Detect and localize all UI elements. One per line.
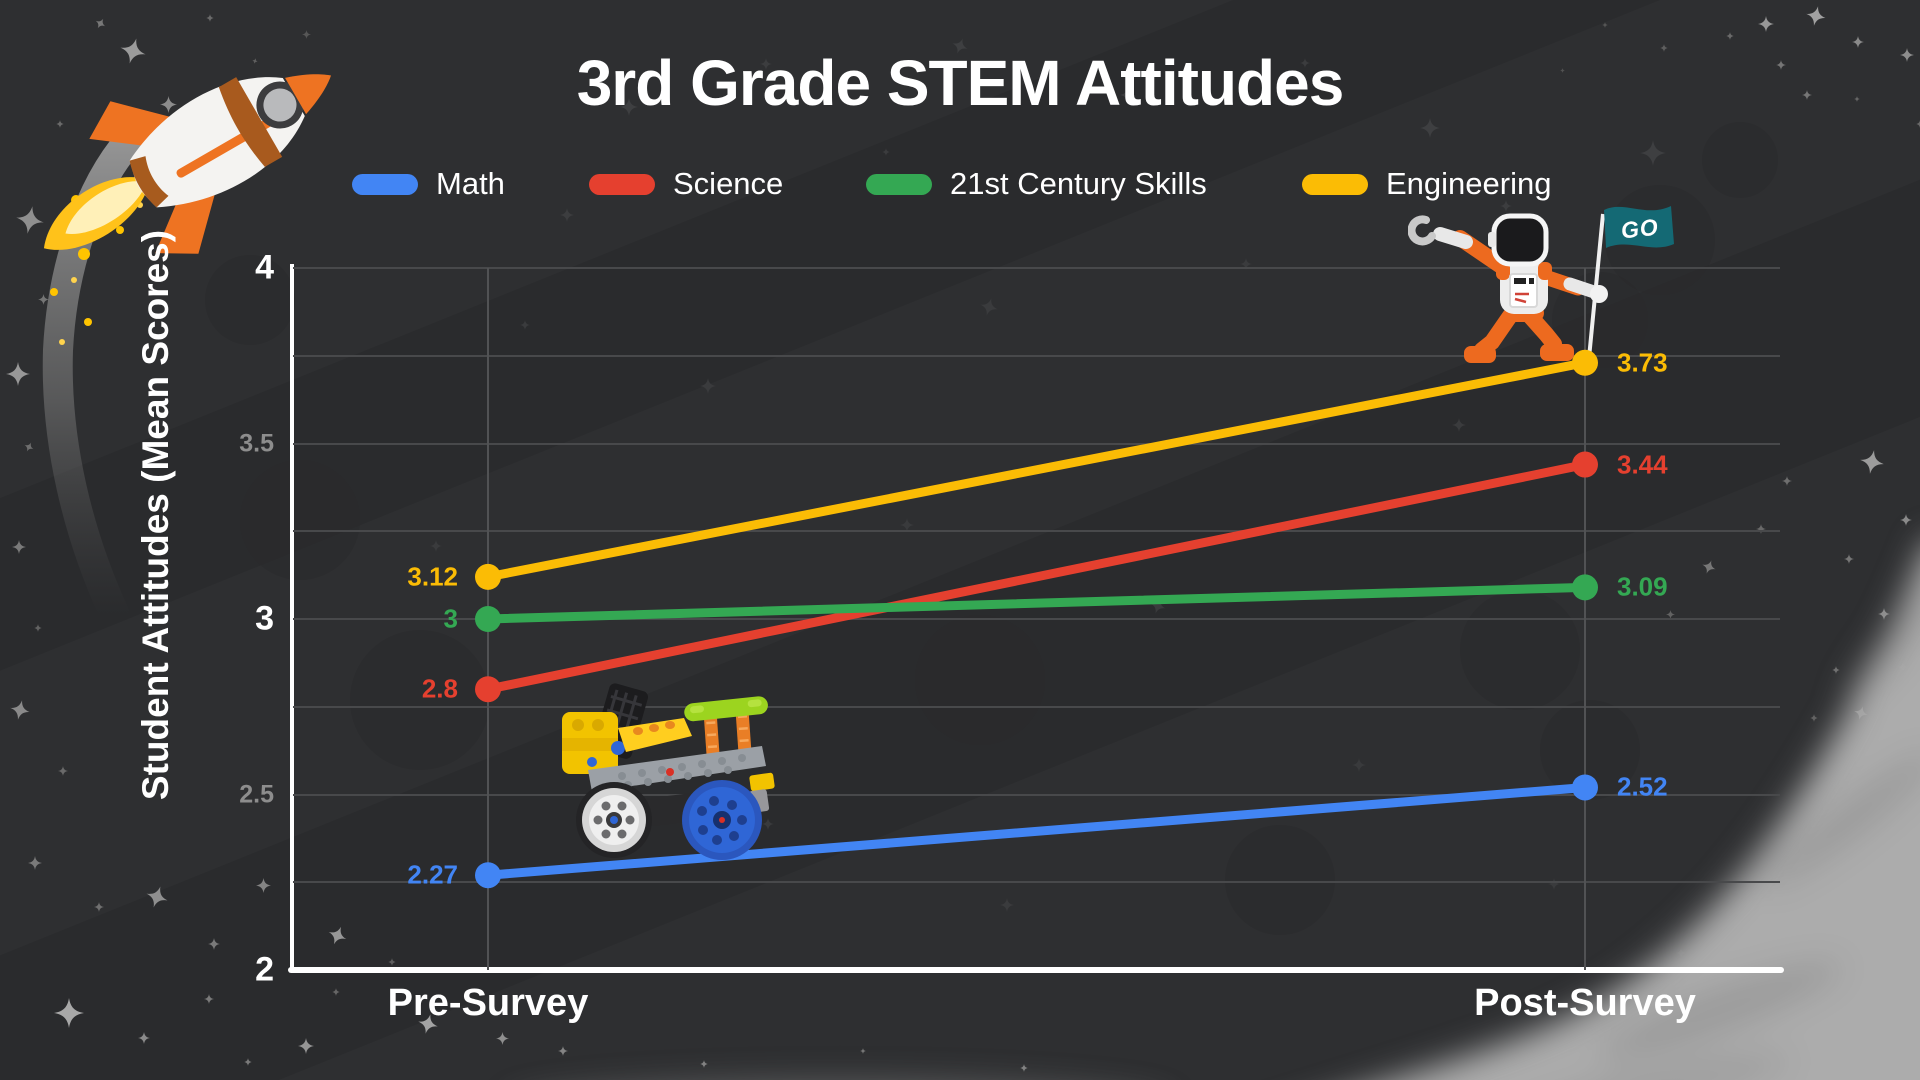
sparkle-icon	[560, 208, 574, 222]
legend-item-math: Math	[352, 166, 505, 201]
legend-swatch-icon	[866, 173, 932, 195]
y-tick-label: 2	[255, 950, 274, 989]
gridline-horizontal	[293, 530, 1780, 533]
value-label-math-pre: 2.27	[407, 859, 458, 890]
y-tick-label: 3.5	[239, 429, 274, 457]
sparkle-icon	[1916, 120, 1920, 128]
value-label-21st-century-skills-pre: 3	[443, 603, 458, 634]
sparkle-icon	[1900, 514, 1912, 526]
legend-item-science: Science	[589, 166, 784, 201]
y-tick-label: 4	[255, 248, 274, 287]
sparkle-icon	[1860, 450, 1884, 474]
gridline-horizontal	[293, 618, 1780, 620]
sparkle-icon	[860, 1048, 866, 1054]
legend-label: Engineering	[1386, 166, 1552, 201]
sparkle-icon	[1702, 560, 1716, 574]
sparkle-icon	[24, 442, 34, 452]
value-label-math-post: 2.52	[1617, 771, 1668, 802]
sparkle-icon	[1844, 554, 1854, 564]
x-axis-line	[288, 967, 1784, 973]
legend-label: Math	[436, 166, 505, 201]
sparkle-icon	[1352, 758, 1366, 772]
legend-swatch-icon	[1302, 173, 1368, 195]
sparkle-icon	[1726, 32, 1734, 40]
y-tick-label: 3	[255, 599, 274, 638]
x-axis-label-post-survey: Post-Survey	[1474, 982, 1696, 1024]
sparkle-icon	[558, 1046, 568, 1056]
sparkle-icon	[1548, 878, 1560, 890]
x-axis-label-pre-survey: Pre-Survey	[387, 982, 589, 1024]
sparkle-icon	[56, 120, 64, 128]
sparkle-icon	[1000, 898, 1014, 912]
y-axis-title: Student Attitudes (Mean Scores)	[135, 229, 176, 801]
background-bokeh-circle	[915, 615, 1045, 745]
gridline-horizontal	[293, 793, 1780, 796]
background-bokeh-circle	[1702, 122, 1778, 198]
sparkle-icon	[1020, 1064, 1028, 1072]
sparkle-icon	[1640, 140, 1666, 166]
sparkle-icon	[16, 206, 44, 234]
sparkle-icon	[1758, 16, 1774, 32]
legend-label: Science	[673, 166, 784, 201]
legend-swatch-icon	[589, 173, 655, 195]
sparkle-icon	[1676, 948, 1686, 958]
sparkle-icon	[1898, 662, 1908, 672]
gridline-horizontal	[293, 881, 1780, 884]
value-label-engineering-post: 3.73	[1617, 347, 1668, 378]
sparkle-icon	[1756, 524, 1766, 534]
gridline-horizontal	[293, 267, 1780, 269]
sparkle-icon	[302, 30, 311, 39]
sparkle-icon	[28, 856, 42, 870]
sparkle-icon	[496, 1032, 509, 1045]
sparkle-icon	[430, 540, 442, 552]
sparkle-icon	[58, 766, 68, 776]
legend-swatch-icon	[352, 173, 418, 195]
sparkle-icon	[1782, 476, 1792, 486]
gridline-horizontal	[293, 705, 1780, 708]
value-label-21st-century-skills-post: 3.09	[1617, 571, 1668, 602]
legend-label: 21st Century Skills	[950, 166, 1207, 201]
background-bokeh-circle	[1225, 825, 1335, 935]
sparkle-icon	[95, 18, 106, 29]
legend-item-21st-century-skills: 21st Century Skills	[866, 166, 1207, 201]
y-axis-line	[290, 264, 294, 972]
background-bokeh-circle	[1460, 590, 1580, 710]
gridline-vertical	[1584, 268, 1586, 970]
sparkle-icon	[206, 14, 214, 22]
sparkle-icon	[620, 658, 630, 668]
sparkle-icon	[1894, 742, 1902, 750]
legend-item-engineering: Engineering	[1302, 166, 1552, 201]
sparkle-icon	[980, 298, 998, 316]
gridline-horizontal	[293, 354, 1780, 357]
chart-title: 3rd Grade STEM Attitudes	[576, 47, 1345, 119]
sparkle-icon	[38, 294, 49, 305]
y-tick-label: 2.5	[239, 780, 274, 808]
value-label-science-pre: 2.8	[421, 673, 458, 704]
gridline-vertical	[487, 268, 489, 970]
background-bokeh-circle	[240, 460, 360, 580]
background-bokeh-circle	[350, 630, 490, 770]
background-bokeh-circle	[205, 255, 295, 345]
value-label-engineering-pre: 3.12	[407, 561, 458, 592]
sparkle-icon	[1810, 714, 1818, 722]
sparkle-icon	[10, 700, 30, 720]
sparkle-icon	[6, 362, 30, 386]
sparkle-icon	[1878, 608, 1890, 620]
gridline-horizontal	[293, 442, 1780, 445]
sparkle-icon	[1854, 706, 1868, 720]
sparkle-icon	[1420, 118, 1440, 138]
sparkle-icon	[1806, 6, 1826, 26]
sparkle-icon	[94, 902, 104, 912]
sparkle-icon	[700, 1060, 708, 1068]
sparkle-icon	[1832, 666, 1840, 674]
value-label-science-post: 3.44	[1617, 449, 1668, 480]
